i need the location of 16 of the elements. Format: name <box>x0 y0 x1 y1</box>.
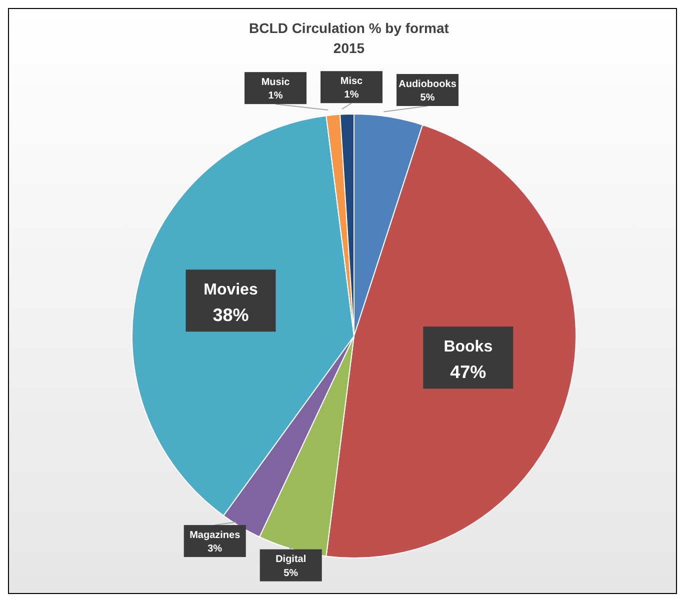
data-label: 1% <box>344 90 359 101</box>
data-label: 1% <box>268 90 283 102</box>
slice-label: Books <box>444 338 493 356</box>
slice-label: Movies <box>204 281 258 298</box>
chart-title: BCLD Circulation % by format <box>249 20 450 36</box>
data-label: 3% <box>208 544 222 555</box>
data-label: 5% <box>420 92 435 104</box>
slice-label: Misc <box>340 76 364 87</box>
data-label: 47% <box>450 362 486 382</box>
slice-label: Digital <box>276 554 306 566</box>
data-label: 5% <box>284 568 298 579</box>
slice-label: Audiobooks <box>398 78 457 90</box>
slice-label: Magazines <box>190 530 241 541</box>
data-label: 38% <box>212 305 249 326</box>
chart-subtitle: 2015 <box>333 40 365 56</box>
slice-label: Music <box>261 76 290 88</box>
